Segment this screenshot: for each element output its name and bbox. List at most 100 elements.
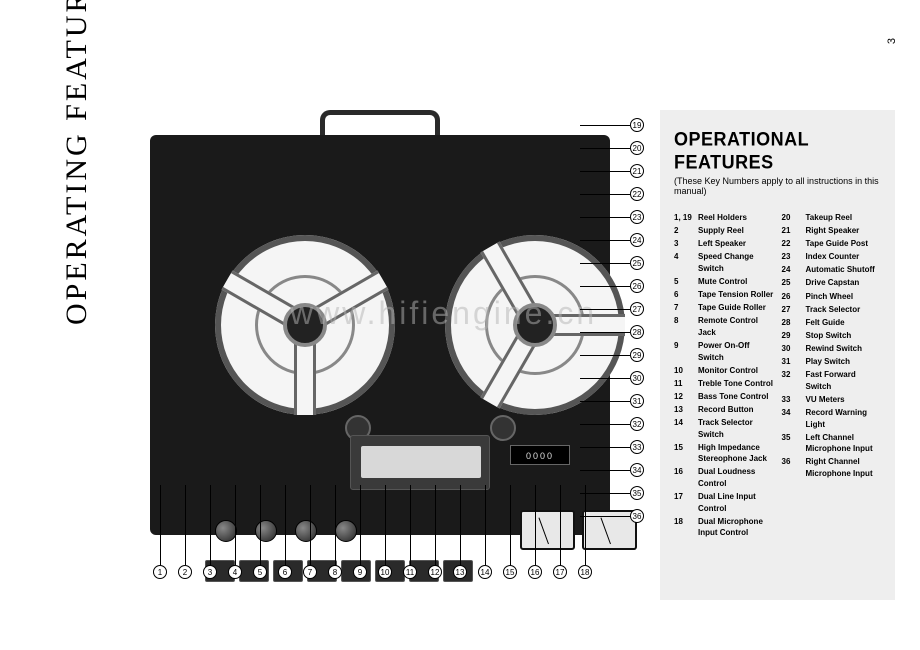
leader-line <box>580 424 630 425</box>
feature-row: 21Right Speaker <box>782 225 882 237</box>
index-counter: 0000 <box>510 445 570 465</box>
callout-number: 20 <box>630 141 644 155</box>
leader-line <box>160 485 161 565</box>
feature-row: 8Remote Control Jack <box>674 315 774 338</box>
callout-number: 28 <box>630 325 644 339</box>
callout-number: 8 <box>328 565 342 579</box>
callout-number: 4 <box>228 565 242 579</box>
feature-row: 17Dual Line Input Control <box>674 491 774 514</box>
feature-row: 11Treble Tone Control <box>674 378 774 390</box>
leader-line <box>410 485 411 565</box>
callout-number: 9 <box>353 565 367 579</box>
knob <box>335 520 357 542</box>
callout-number: 31 <box>630 394 644 408</box>
callout-number: 13 <box>453 565 467 579</box>
leader-line <box>585 485 586 565</box>
callout-number: 25 <box>630 256 644 270</box>
callout-number: 5 <box>253 565 267 579</box>
callout-number: 16 <box>528 565 542 579</box>
feature-row: 22Tape Guide Post <box>782 238 882 250</box>
feature-row: 15High Impedance Stereophone Jack <box>674 442 774 465</box>
feature-row: 2Supply Reel <box>674 225 774 237</box>
callout-number: 12 <box>428 565 442 579</box>
features-panel: OPERATIONAL FEATURES (These Key Numbers … <box>660 110 895 600</box>
callout-number: 27 <box>630 302 644 316</box>
leader-line <box>580 447 630 448</box>
callout-number: 26 <box>630 279 644 293</box>
feature-row: 34Record Warning Light <box>782 407 882 430</box>
leader-line <box>485 485 486 565</box>
leader-line <box>580 148 630 149</box>
callout-number: 6 <box>278 565 292 579</box>
feature-row: 18Dual Microphone Input Control <box>674 516 774 539</box>
feature-row: 3Left Speaker <box>674 238 774 250</box>
feature-row: 5Mute Control <box>674 276 774 288</box>
leader-line <box>580 309 630 310</box>
feature-row: 26Pinch Wheel <box>782 291 882 303</box>
device-diagram: 0000 www.hifiengine.cn 12345678910111213… <box>110 65 650 585</box>
feature-row: 10Monitor Control <box>674 365 774 377</box>
callout-number: 34 <box>630 463 644 477</box>
knob <box>295 520 317 542</box>
leader-line <box>580 493 630 494</box>
leader-line <box>185 485 186 565</box>
callout-number: 33 <box>630 440 644 454</box>
leader-line <box>580 355 630 356</box>
feature-row: 36Right Channel Microphone Input <box>782 456 882 479</box>
feature-row: 13Record Button <box>674 404 774 416</box>
feature-row: 14Track Selector Switch <box>674 417 774 440</box>
callout-number: 7 <box>303 565 317 579</box>
feature-row: 31Play Switch <box>782 356 882 368</box>
leader-line <box>510 485 511 565</box>
vu-meter <box>520 510 575 550</box>
leader-line <box>580 286 630 287</box>
feature-row: 7Tape Guide Roller <box>674 302 774 314</box>
leader-line <box>310 485 311 565</box>
device-handle <box>320 110 440 138</box>
knob <box>255 520 277 542</box>
feature-row: 35Left Channel Microphone Input <box>782 432 882 455</box>
features-column-left: 1, 19Reel Holders2Supply Reel3Left Speak… <box>674 212 774 540</box>
callout-number: 35 <box>630 486 644 500</box>
callout-number: 19 <box>630 118 644 132</box>
leader-line <box>580 194 630 195</box>
callout-number: 15 <box>503 565 517 579</box>
callout-number: 23 <box>630 210 644 224</box>
head-assembly <box>350 435 490 490</box>
callout-number: 22 <box>630 187 644 201</box>
leader-line <box>460 485 461 565</box>
feature-row: 4Speed Change Switch <box>674 251 774 274</box>
feature-row: 30Rewind Switch <box>782 343 882 355</box>
pinch-wheel <box>490 415 516 441</box>
callout-number: 1 <box>153 565 167 579</box>
feature-row: 32Fast Forward Switch <box>782 369 882 392</box>
leader-line <box>580 263 630 264</box>
leader-line <box>560 485 561 565</box>
feature-row: 20Takeup Reel <box>782 212 882 224</box>
leader-line <box>580 217 630 218</box>
feature-row: 29Stop Switch <box>782 330 882 342</box>
page-number: 3 <box>886 38 898 44</box>
leader-line <box>580 378 630 379</box>
leader-line <box>580 332 630 333</box>
device-body: 0000 <box>150 135 610 535</box>
features-column-right: 20Takeup Reel21Right Speaker22Tape Guide… <box>782 212 882 540</box>
leader-line <box>535 485 536 565</box>
feature-row: 1, 19Reel Holders <box>674 212 774 224</box>
features-heading: OPERATIONAL FEATURES <box>674 128 881 174</box>
leader-line <box>260 485 261 565</box>
page-title: OPERATING FEATURES 455 <box>60 0 94 325</box>
features-subtitle: (These Key Numbers apply to all instruct… <box>674 176 881 196</box>
callout-number: 14 <box>478 565 492 579</box>
control-panel <box>195 500 645 600</box>
leader-line <box>435 485 436 565</box>
takeup-reel <box>445 235 625 415</box>
feature-row: 28Felt Guide <box>782 317 882 329</box>
leader-line <box>360 485 361 565</box>
callout-number: 3 <box>203 565 217 579</box>
leader-line <box>580 125 630 126</box>
leader-line <box>580 171 630 172</box>
callout-number: 11 <box>403 565 417 579</box>
feature-row: 24Automatic Shutoff <box>782 264 882 276</box>
supply-reel <box>215 235 395 415</box>
